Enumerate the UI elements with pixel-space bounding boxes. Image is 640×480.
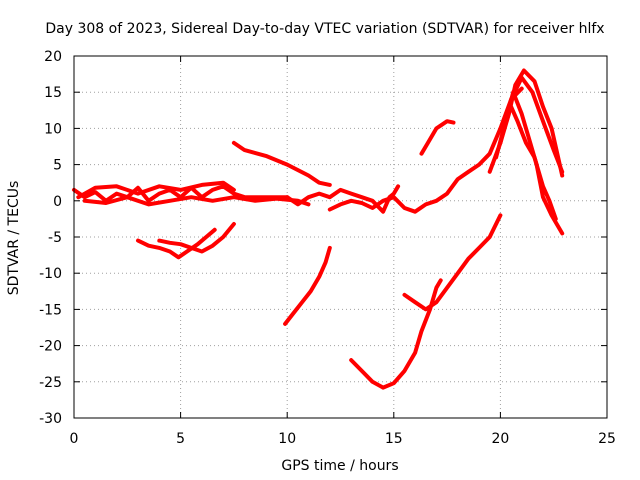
y-tick-label: -10 — [39, 266, 62, 282]
series-arc-10 — [283, 245, 332, 326]
y-axis-label: SDTVAR / TECUs — [6, 181, 22, 296]
series-arc-12 — [402, 213, 503, 312]
series-arc-15 — [498, 75, 565, 174]
y-tick-label: 10 — [44, 121, 62, 137]
x-tick-label: 10 — [278, 431, 296, 447]
chart-title: Day 308 of 2023, Sidereal Day-to-day VTE… — [45, 21, 604, 37]
series-arc-11 — [349, 278, 443, 390]
series-arc-3 — [82, 195, 311, 207]
y-tick-label: -20 — [39, 339, 62, 355]
series-arc-2 — [76, 180, 236, 200]
x-axis-label: GPS time / hours — [281, 458, 398, 474]
x-tick-label: 20 — [491, 431, 509, 447]
y-tick-label: 5 — [53, 158, 62, 174]
y-tick-label: -25 — [39, 375, 62, 391]
y-tick-label: -30 — [39, 411, 62, 427]
series-arc-5 — [157, 222, 236, 254]
y-tick-label: 20 — [44, 49, 62, 65]
series-arc-7 — [285, 184, 401, 214]
y-tick-label: 0 — [53, 194, 62, 210]
series-layer — [72, 68, 565, 390]
x-tick-label: 15 — [385, 431, 403, 447]
y-tick-label: -5 — [48, 230, 62, 246]
x-tick-label: 25 — [598, 431, 616, 447]
axis-ticks — [73, 55, 608, 419]
series-arc-16 — [509, 104, 558, 221]
series-arc-4 — [136, 227, 217, 260]
y-tick-label: -15 — [39, 302, 62, 318]
y-tick-label: 15 — [44, 85, 62, 101]
grid-lines — [74, 56, 607, 418]
plot-frame — [73, 55, 608, 419]
series-arc-6 — [231, 140, 332, 187]
x-tick-labels: 0 5 10 15 20 25 — [70, 431, 616, 447]
series-arc-9 — [419, 119, 456, 156]
x-tick-label: 0 — [70, 431, 79, 447]
series-arc-8 — [327, 86, 524, 214]
x-tick-label: 5 — [176, 431, 185, 447]
y-tick-labels: -30 -25 -20 -15 -10 -5 0 5 10 15 20 — [39, 49, 62, 427]
